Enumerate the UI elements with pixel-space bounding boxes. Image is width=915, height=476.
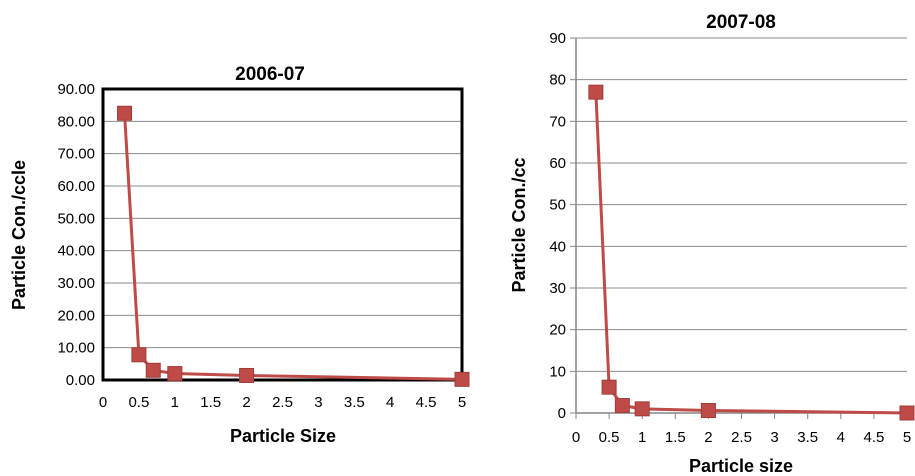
x-tick-label: 5 <box>903 429 911 446</box>
y-tick-label: 70 <box>549 113 566 130</box>
x-tick-label: 5 <box>458 394 466 411</box>
data-point-marker <box>899 405 915 421</box>
y-axis: 0 10 20 30 40 50 60 70 80 90 <box>549 30 577 422</box>
chart-title: 2006-07 <box>235 64 305 85</box>
x-tick-label: 2.5 <box>731 429 752 446</box>
x-tick-label: 1 <box>171 394 179 411</box>
x-tick-label: 1.5 <box>200 394 221 411</box>
y-tick-label: 10.00 <box>57 340 95 357</box>
y-axis-label: Particle Con./cc <box>509 157 529 292</box>
x-tick-label: 4 <box>837 429 845 446</box>
y-tick-label: 60 <box>549 155 566 172</box>
x-tick-label: 3 <box>314 394 322 411</box>
data-point-marker <box>117 105 133 121</box>
y-tick-label: 90.00 <box>57 81 95 98</box>
x-tick-label: 2 <box>242 394 250 411</box>
gridlines <box>103 88 462 349</box>
x-tick-label: 4 <box>386 394 394 411</box>
data-point-marker <box>614 398 630 413</box>
series-line-path <box>594 92 908 415</box>
x-axis: 0 0.5 1 1.5 2 2.5 3 3.5 4 4.5 5 <box>99 394 466 411</box>
x-axis-label: Particle size <box>689 456 793 476</box>
y-axis-label: Particle Con./ccle <box>9 160 29 310</box>
series-line-path <box>123 113 463 381</box>
x-tick-label: 0.5 <box>128 394 149 411</box>
x-tick-label: 4.5 <box>416 394 437 411</box>
y-tick-label: 30.00 <box>57 275 95 292</box>
x-tick-label: 0 <box>99 394 107 411</box>
y-tick-label: 40.00 <box>57 243 95 260</box>
x-tick-label: 1 <box>638 429 646 446</box>
x-tick-label: 2 <box>704 429 712 446</box>
data-point-marker <box>167 366 183 382</box>
x-tick-label: 0.5 <box>599 429 620 446</box>
x-axis-label: Particle Size <box>230 426 336 446</box>
data-point-marker <box>145 362 161 378</box>
y-tick-label: 80.00 <box>57 113 95 130</box>
y-tick-label: 0.00 <box>66 372 95 389</box>
y-axis: 0.00 10.00 20.00 30.00 40.00 50.00 60.00 70.00 8… <box>57 81 95 389</box>
data-point-marker <box>239 367 255 383</box>
data-point-marker <box>454 371 470 387</box>
data-point-marker <box>700 403 716 418</box>
x-tick-label: 3 <box>770 429 778 446</box>
y-tick-label: 50.00 <box>57 210 95 227</box>
x-tick-label: 1.5 <box>665 429 686 446</box>
y-tick-label: 90 <box>549 30 566 47</box>
y-tick-label: 70.00 <box>57 146 95 163</box>
y-tick-label: 10 <box>549 363 566 380</box>
chart-2006-07: 0.00 10.00 20.00 30.00 40.00 50.00 60.00 70.00 8… <box>9 64 470 446</box>
series-line <box>117 105 470 387</box>
y-tick-label: 20 <box>549 322 566 339</box>
x-tick-label: 2.5 <box>272 394 293 411</box>
x-tick-label: 0 <box>572 429 580 446</box>
y-tick-label: 20.00 <box>57 307 95 324</box>
y-tick-label: 30 <box>549 280 566 297</box>
y-tick-label: 60.00 <box>57 178 95 195</box>
chart-2007-08: 0 10 20 30 40 50 60 70 80 90 0 0.5 1 1.5 2 2.5 3 3.5 4 4.5… <box>509 12 915 476</box>
x-tick-label: 4.5 <box>863 429 884 446</box>
data-point-marker <box>634 401 650 417</box>
y-tick-label: 0 <box>558 405 566 422</box>
data-point-marker <box>131 347 147 363</box>
x-tick-label: 3.5 <box>797 429 818 446</box>
series-line <box>588 84 915 421</box>
x-tick-label: 3.5 <box>344 394 365 411</box>
data-point-marker <box>601 379 617 395</box>
data-point-marker <box>588 84 604 100</box>
chart-title: 2007-08 <box>706 12 776 33</box>
x-axis: 0 0.5 1 1.5 2 2.5 3 3.5 4 4.5 5 <box>572 412 911 446</box>
y-tick-label: 50 <box>549 197 566 214</box>
y-tick-label: 80 <box>549 72 566 89</box>
plot-area-border <box>101 87 464 382</box>
y-tick-label: 40 <box>549 238 566 255</box>
gridlines <box>576 37 907 372</box>
